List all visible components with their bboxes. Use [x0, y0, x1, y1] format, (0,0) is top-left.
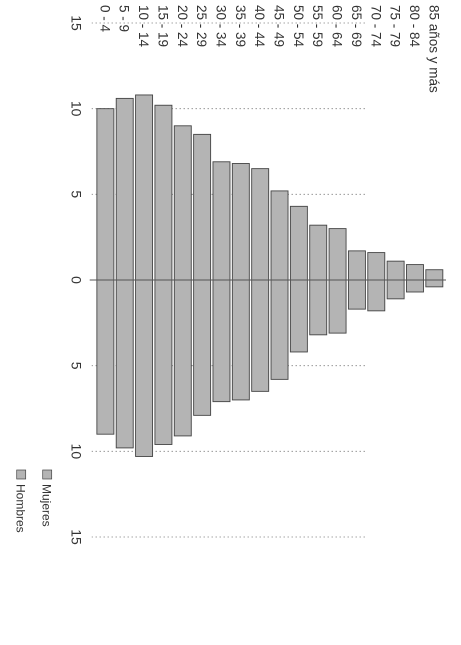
- tick-label-6: 15: [69, 529, 85, 545]
- tick-label-2: 5: [69, 190, 85, 198]
- bar-mujeres-0: [426, 270, 443, 280]
- category-label-9: 40 - 44: [252, 5, 267, 48]
- bar-hombres-12: [194, 280, 211, 415]
- category-label-5: 60 - 64: [330, 5, 345, 48]
- category-label-2: 75 - 79: [388, 5, 403, 47]
- bar-hombres-0: [426, 280, 443, 287]
- tick-label-0: 15: [69, 15, 85, 31]
- category-label-3: 70 - 74: [368, 5, 383, 48]
- bar-hombres-1: [406, 280, 423, 292]
- category-label-12: 25 - 29: [194, 5, 209, 47]
- legend-item-0: Mujeres: [40, 470, 54, 527]
- bar-hombres-14: [155, 280, 172, 444]
- category-label-17: 0 - 4: [97, 5, 112, 33]
- bar-mujeres-6: [310, 225, 327, 280]
- bar-mujeres-16: [116, 98, 133, 280]
- bar-hombres-6: [310, 280, 327, 335]
- category-label-1: 80 - 84: [407, 5, 422, 48]
- legend-label-0: Mujeres: [40, 484, 54, 527]
- bar-mujeres-3: [368, 253, 385, 280]
- category-label-0: 85 años y más: [426, 5, 441, 93]
- tick-label-5: 10: [69, 444, 85, 460]
- bar-hombres-15: [136, 280, 153, 456]
- legend-item-1: Hombres: [14, 470, 28, 533]
- bars-layer: [97, 95, 443, 457]
- category-labels: 85 años y más 80 - 84 75 - 79 70 - 74 65 - 6…: [97, 5, 441, 93]
- bar-mujeres-17: [97, 109, 114, 280]
- category-label-16: 5 - 9: [117, 5, 132, 32]
- category-label-15: 10 - 14: [136, 5, 151, 48]
- bar-mujeres-13: [174, 126, 191, 280]
- bar-hombres-11: [213, 280, 230, 402]
- bar-hombres-7: [290, 280, 307, 352]
- category-label-13: 20 - 24: [175, 5, 190, 48]
- category-label-10: 35 - 39: [233, 5, 248, 47]
- bar-mujeres-7: [290, 206, 307, 280]
- bar-mujeres-5: [329, 229, 346, 280]
- bar-mujeres-15: [136, 95, 153, 280]
- legend-label-1: Hombres: [14, 484, 28, 533]
- bar-hombres-13: [174, 280, 191, 436]
- legend-swatch-1: [17, 470, 26, 479]
- bar-mujeres-12: [194, 134, 211, 280]
- category-label-6: 55 - 59: [310, 5, 325, 47]
- legend: Mujeres Hombres: [14, 470, 54, 533]
- category-label-7: 50 - 54: [291, 5, 306, 48]
- bar-mujeres-10: [232, 163, 249, 280]
- bar-hombres-8: [271, 280, 288, 379]
- bar-mujeres-4: [348, 251, 365, 280]
- tick-labels: 15 10 5 0 5 10 15: [69, 15, 85, 545]
- bar-mujeres-8: [271, 191, 288, 280]
- category-label-4: 65 - 69: [349, 5, 364, 47]
- tick-label-1: 10: [69, 101, 85, 117]
- bar-hombres-5: [329, 280, 346, 333]
- category-label-11: 30 - 34: [213, 5, 228, 48]
- category-label-8: 45 - 49: [272, 5, 287, 47]
- bar-mujeres-14: [155, 105, 172, 280]
- bar-hombres-2: [387, 280, 404, 299]
- bar-hombres-10: [232, 280, 249, 400]
- bar-hombres-9: [252, 280, 269, 391]
- bar-hombres-17: [97, 280, 114, 434]
- bar-mujeres-1: [406, 265, 423, 280]
- category-label-14: 15 - 19: [155, 5, 170, 47]
- tick-label-3: 0: [69, 276, 85, 284]
- bar-hombres-4: [348, 280, 365, 309]
- tick-label-4: 5: [69, 362, 85, 370]
- bar-hombres-16: [116, 280, 133, 448]
- legend-swatch-0: [43, 470, 52, 479]
- bar-mujeres-9: [252, 169, 269, 280]
- bar-mujeres-11: [213, 162, 230, 280]
- bar-mujeres-2: [387, 261, 404, 280]
- bar-hombres-3: [368, 280, 385, 311]
